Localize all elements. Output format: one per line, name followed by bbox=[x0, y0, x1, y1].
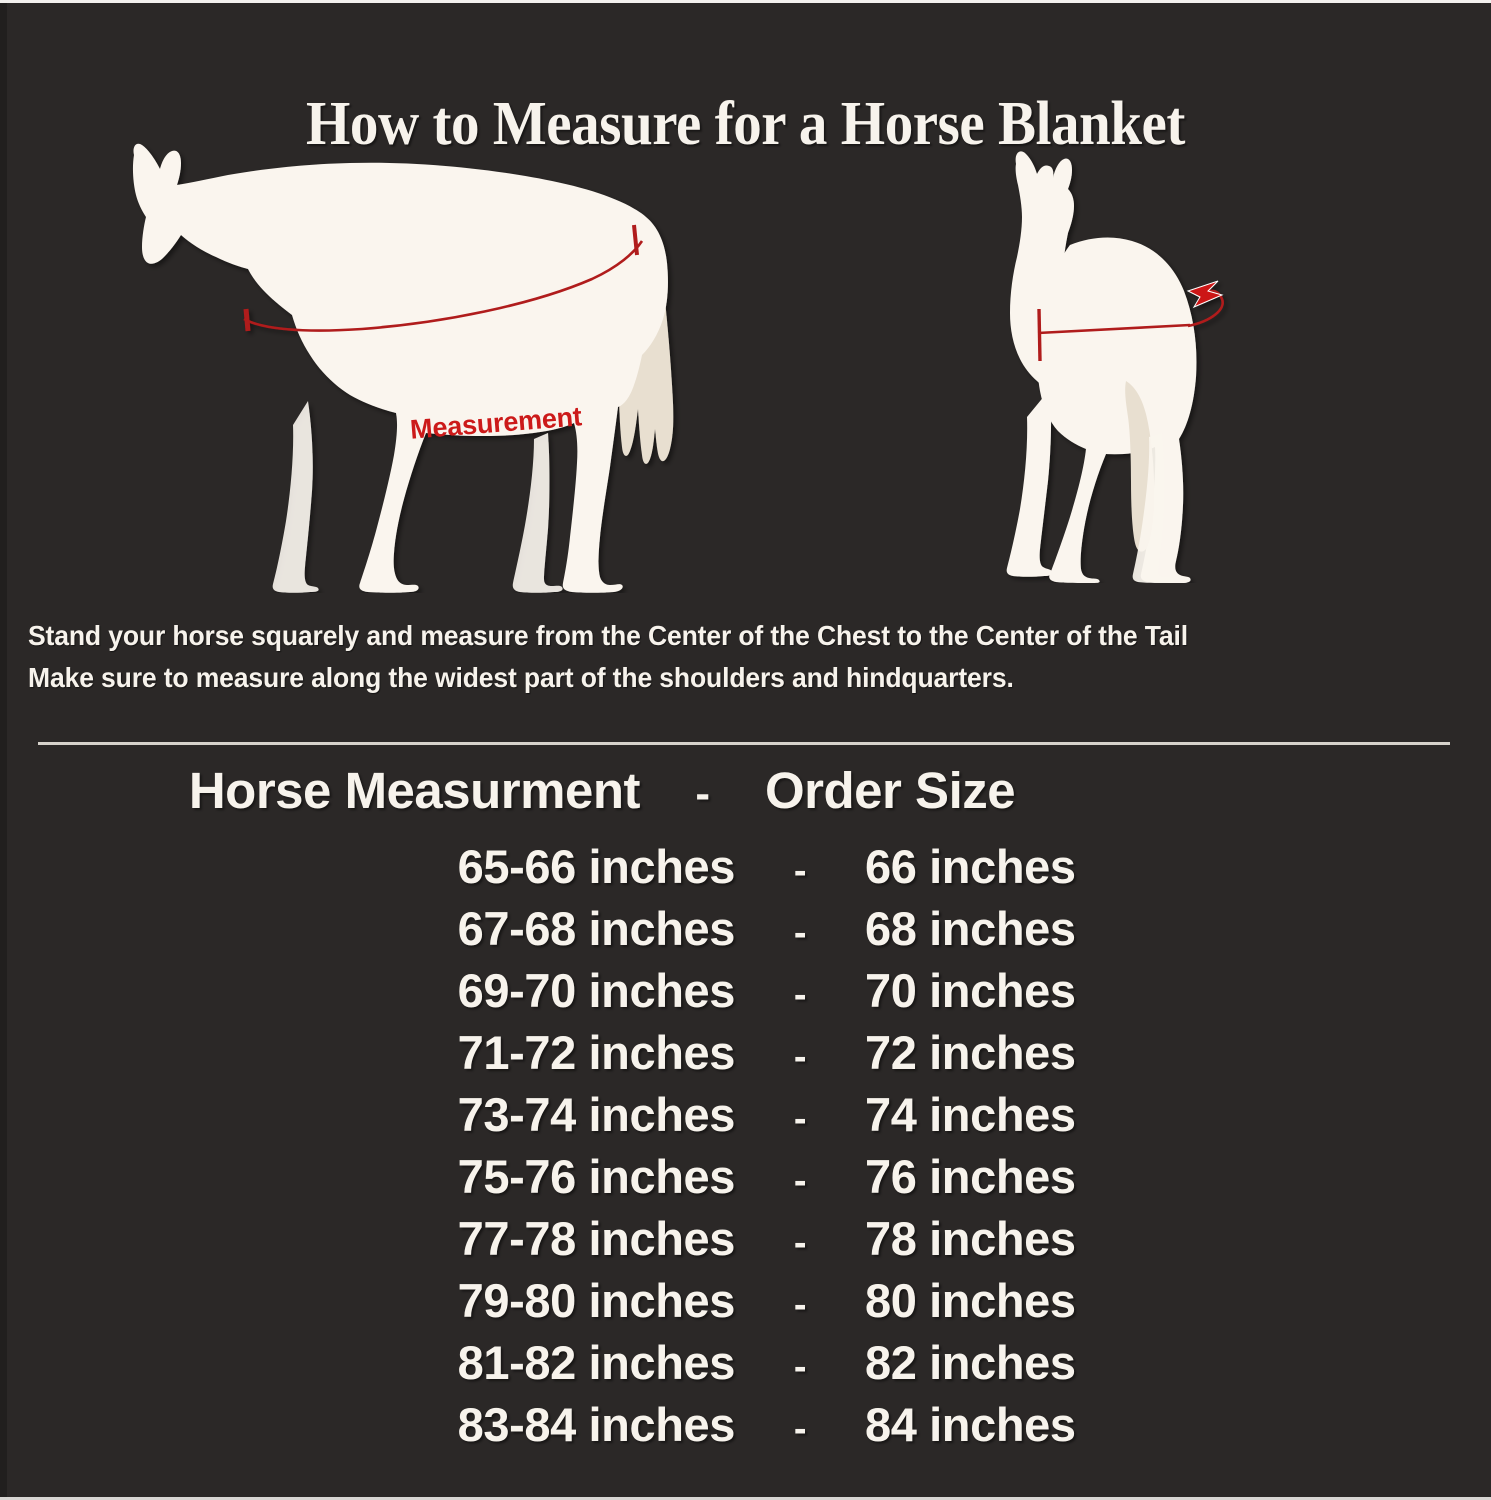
size-chart-table: Horse Measurment - Order Size 65-66 inch… bbox=[0, 761, 1491, 1459]
measurement-tick-chest bbox=[243, 308, 251, 332]
illustration-area: Measurement bbox=[0, 133, 1491, 603]
cell-measurement: 81-82 inches bbox=[457, 1336, 736, 1389]
horizontal-divider bbox=[38, 742, 1450, 745]
cell-order-size: 66 inches bbox=[865, 840, 1076, 893]
cell-separator: - bbox=[793, 1160, 807, 1202]
column-header-measurement: Horse Measurment bbox=[188, 762, 641, 819]
measurement-curve-side bbox=[243, 240, 644, 332]
instructions-line-2: Make sure to measure along the widest pa… bbox=[28, 662, 1014, 693]
table-body: 65-66 inches - 66 inches 67-68 inches - 68 in… bbox=[0, 839, 1491, 1459]
cell-order-size: 74 inches bbox=[865, 1088, 1076, 1141]
horse-body-shape bbox=[132, 143, 668, 593]
horse-rear-view-svg bbox=[1006, 151, 1224, 583]
cell-separator: - bbox=[793, 1408, 807, 1450]
cell-measurement: 73-74 inches bbox=[457, 1088, 736, 1141]
horse-far-front-leg bbox=[272, 401, 319, 593]
horse-far-hind-leg-rear bbox=[1132, 433, 1175, 583]
cell-separator: - bbox=[793, 850, 807, 892]
cell-measurement: 65-66 inches bbox=[457, 840, 736, 893]
table-row: 77-78 inches - 78 inches bbox=[0, 1211, 1491, 1273]
cell-measurement: 69-70 inches bbox=[457, 964, 736, 1017]
table-row: 79-80 inches - 80 inches bbox=[0, 1273, 1491, 1335]
page-title: How to Measure for a Horse Blanket bbox=[306, 89, 1185, 158]
cell-measurement: 67-68 inches bbox=[457, 902, 736, 955]
cell-order-size: 84 inches bbox=[865, 1398, 1076, 1451]
cell-separator: - bbox=[793, 1346, 807, 1388]
horse-side-view-svg bbox=[132, 143, 674, 593]
table-row: 83-84 inches - 84 inches bbox=[0, 1397, 1491, 1459]
cell-order-size: 82 inches bbox=[865, 1336, 1076, 1389]
measurement-tick-tail bbox=[632, 224, 639, 256]
measurement-line-rear bbox=[1037, 323, 1191, 335]
table-row: 81-82 inches - 82 inches bbox=[0, 1335, 1491, 1397]
horse-side-view-illustration: Measurement bbox=[62, 133, 762, 593]
measurement-arrowhead-rear bbox=[1186, 280, 1224, 309]
horse-far-hind-leg bbox=[512, 433, 563, 593]
table-row: 73-74 inches - 74 inches bbox=[0, 1087, 1491, 1149]
cell-separator: - bbox=[793, 1036, 807, 1078]
column-header-separator: - bbox=[695, 769, 710, 818]
cell-measurement: 71-72 inches bbox=[457, 1026, 736, 1079]
cell-separator: - bbox=[793, 912, 807, 954]
cell-order-size: 78 inches bbox=[865, 1212, 1076, 1265]
cell-order-size: 70 inches bbox=[865, 964, 1076, 1017]
horse-rear-body-shape bbox=[1037, 237, 1197, 583]
cell-measurement: 77-78 inches bbox=[457, 1212, 736, 1265]
table-row: 69-70 inches - 70 inches bbox=[0, 963, 1491, 1025]
cell-order-size: 68 inches bbox=[865, 902, 1076, 955]
instructions-text: Stand your horse squarely and measure fr… bbox=[28, 615, 1418, 699]
column-header-order-size: Order Size bbox=[765, 762, 1016, 819]
cell-measurement: 83-84 inches bbox=[457, 1398, 736, 1451]
cell-separator: - bbox=[793, 1098, 807, 1140]
table-row: 67-68 inches - 68 inches bbox=[0, 901, 1491, 963]
measurement-tick-rear bbox=[1037, 308, 1042, 362]
table-header-row: Horse Measurment - Order Size bbox=[0, 761, 1491, 839]
cell-order-size: 72 inches bbox=[865, 1026, 1076, 1079]
horse-near-front-leg bbox=[1006, 389, 1053, 577]
table-row: 65-66 inches - 66 inches bbox=[0, 839, 1491, 901]
cell-separator: - bbox=[793, 1222, 807, 1264]
table-row: 75-76 inches - 76 inches bbox=[0, 1149, 1491, 1211]
horse-rear-view-illustration bbox=[950, 133, 1280, 583]
cell-order-size: 76 inches bbox=[865, 1150, 1076, 1203]
table-row: 71-72 inches - 72 inches bbox=[0, 1025, 1491, 1087]
cell-measurement: 79-80 inches bbox=[457, 1274, 736, 1327]
left-border-strip bbox=[0, 3, 7, 1497]
instructions-line-1: Stand your horse squarely and measure fr… bbox=[28, 620, 1188, 651]
cell-order-size: 80 inches bbox=[865, 1274, 1076, 1327]
cell-separator: - bbox=[793, 1284, 807, 1326]
measurement-arrow-curve-rear bbox=[1187, 289, 1224, 328]
cell-measurement: 75-76 inches bbox=[457, 1150, 736, 1203]
cell-separator: - bbox=[793, 974, 807, 1016]
